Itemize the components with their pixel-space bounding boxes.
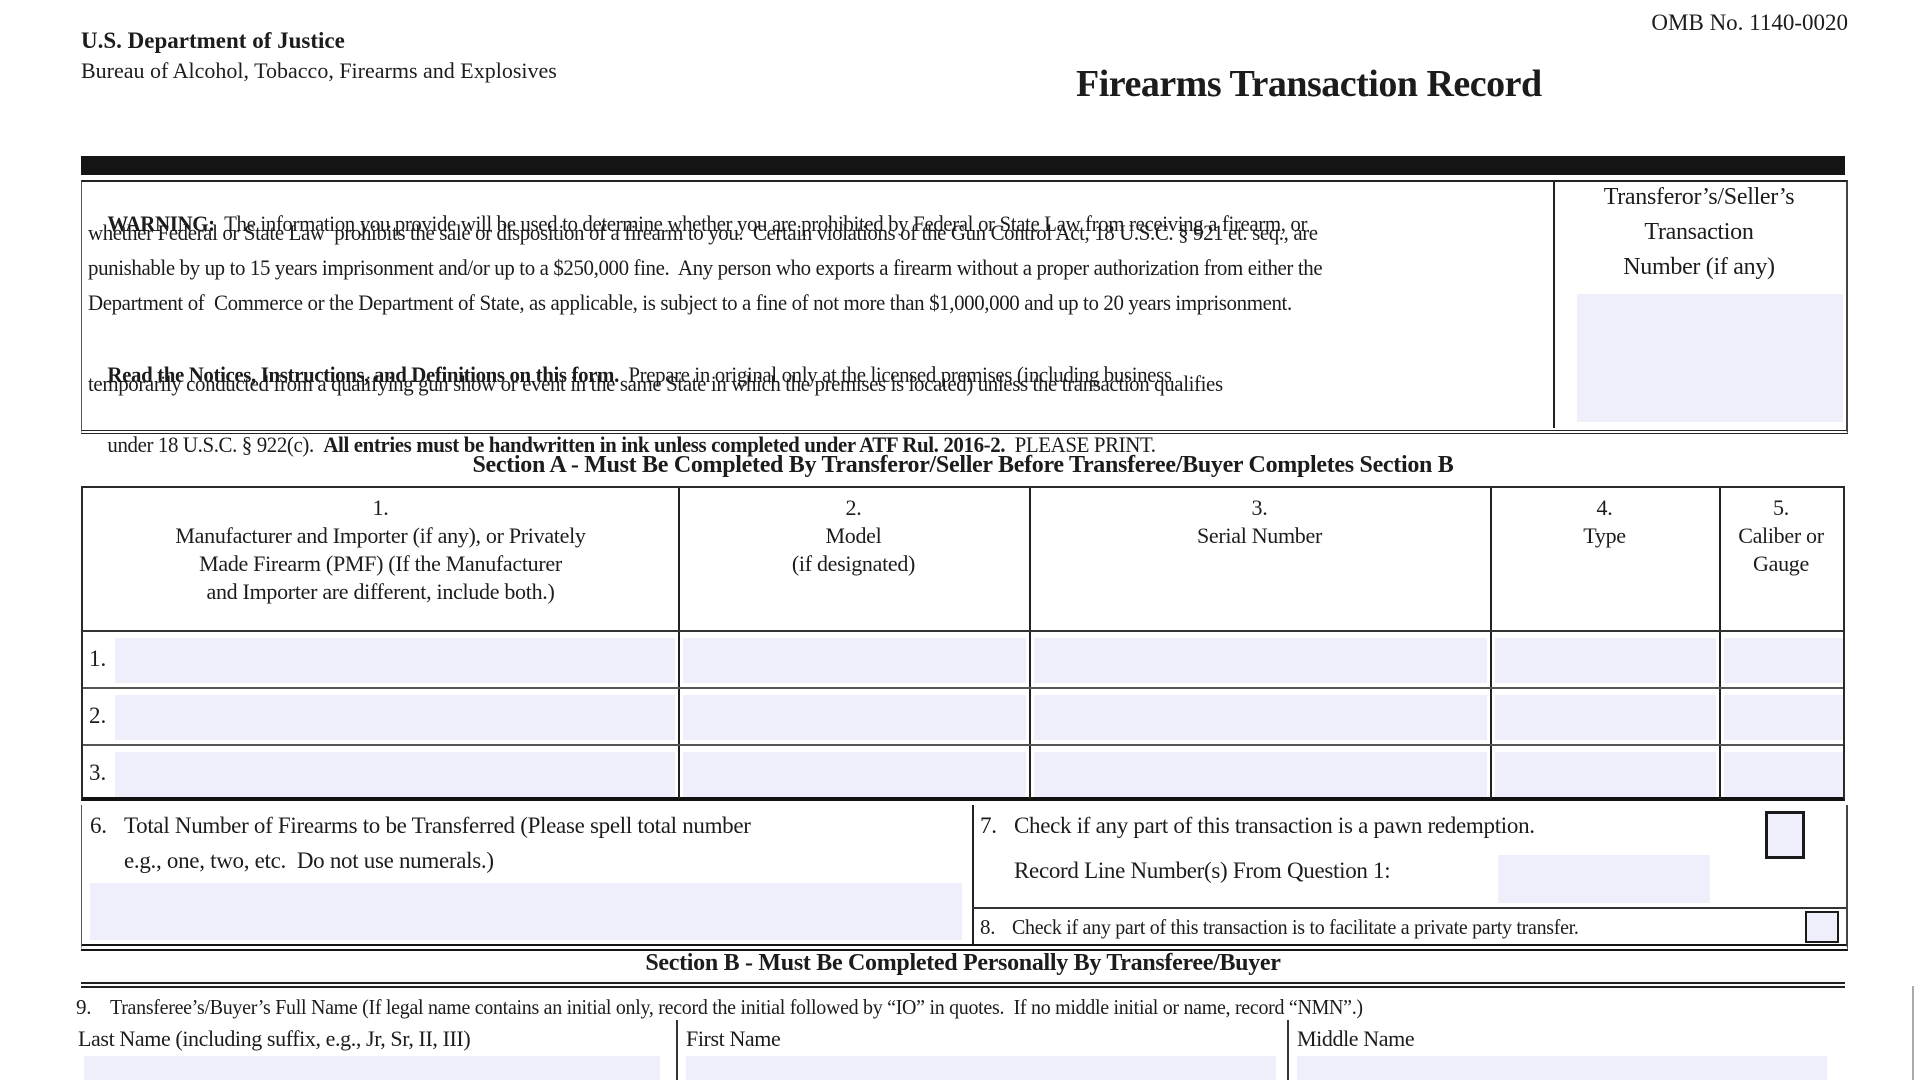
col-header-serial: 3. Serial Number <box>1196 495 1322 548</box>
row-3-serial-field[interactable] <box>1034 752 1487 797</box>
last-name-label: Last Name (including suffix, e.g., Jr, S… <box>78 1026 471 1051</box>
name-divider-1 <box>676 1020 678 1080</box>
transferor-label-line3: Number (if any) <box>1623 254 1775 280</box>
middle-name-label: Middle Name <box>1297 1026 1415 1051</box>
first-name-label: First Name <box>686 1026 781 1051</box>
header-bottom-line <box>83 630 1843 632</box>
total-number-field[interactable] <box>90 883 962 940</box>
transferor-label-line2: Transaction <box>1644 219 1754 245</box>
col-divider-2 <box>1029 488 1031 799</box>
warning-line-1: WARNING: The information you provide will… <box>107 211 1308 236</box>
warning-divider <box>1553 180 1555 428</box>
row-3-manufacturer-field[interactable] <box>115 752 675 797</box>
row-line-2 <box>83 744 1843 746</box>
warning-box <box>81 180 1848 434</box>
row-3-type-field[interactable] <box>1495 752 1716 797</box>
col-header-model: 2. Model (if designated) <box>791 495 916 576</box>
row-1-caliber-field[interactable] <box>1724 638 1843 683</box>
section-b-title: Section B - Must Be Completed Personally… <box>645 950 1281 976</box>
col-header-type: 4. Type <box>1583 495 1626 548</box>
item-6-line-1: Total Number of Firearms to be Transferr… <box>124 813 751 838</box>
warning-label: WARNING: <box>107 211 215 236</box>
first-name-field[interactable] <box>686 1056 1276 1080</box>
row-1-type-field[interactable] <box>1495 638 1716 683</box>
pawn-redemption-checkbox[interactable] <box>1765 811 1805 859</box>
col-divider-1 <box>678 488 680 799</box>
item-6-number: 6. <box>90 813 107 838</box>
row-2-manufacturer-field[interactable] <box>115 695 675 740</box>
warning-line-4: Department of Commerce or the Department… <box>88 290 1292 315</box>
section-b-rule <box>81 982 1845 988</box>
warning-line-3: punishable by up to 15 years imprisonmen… <box>88 255 1323 280</box>
col-divider-3 <box>1490 488 1492 799</box>
notices-line-2: temporarily conducted from a qualifying … <box>88 371 1223 396</box>
agency-bureau: Bureau of Alcohol, Tobacco, Firearms and… <box>81 58 557 83</box>
middle-name-field[interactable] <box>1297 1056 1827 1080</box>
form-title: Firearms Transaction Record <box>1076 63 1542 105</box>
row-2-number: 2. <box>89 703 107 728</box>
row-1-serial-field[interactable] <box>1034 638 1487 683</box>
item-7-8-divider <box>972 907 1846 909</box>
item-8-text: Check if any part of this transaction is… <box>1012 915 1579 939</box>
section-a-title: Section A - Must Be Completed By Transfe… <box>472 452 1454 478</box>
transaction-number-field[interactable] <box>1577 294 1843 422</box>
row-1-model-field[interactable] <box>683 638 1026 683</box>
col-header-caliber: 5. Caliber or Gauge <box>1738 495 1824 576</box>
item-6-line-2: e.g., one, two, etc. Do not use numerals… <box>124 848 494 873</box>
warning-line-2: whether Federal or State Law prohibits t… <box>88 220 1318 245</box>
omb-number: OMB No. 1140-0020 <box>1651 10 1848 35</box>
item-8-number: 8. <box>980 915 996 939</box>
row-line-1 <box>83 687 1843 689</box>
item-6-7-divider <box>972 805 974 944</box>
agency-name: U.S. Department of Justice <box>81 28 345 53</box>
transferor-label-line1: Transferor’s/Seller’s <box>1603 184 1795 210</box>
item-9-text: Transferee’s/Buyer’s Full Name (If legal… <box>110 995 1363 1019</box>
row-1-number: 1. <box>89 646 107 671</box>
items-6-7-8-box: 6. Total Number of Firearms to be Transf… <box>81 805 1848 951</box>
row-2-type-field[interactable] <box>1495 695 1716 740</box>
page-right-edge-line <box>1912 986 1914 1080</box>
row-2-serial-field[interactable] <box>1034 695 1487 740</box>
separator-bar <box>81 156 1845 175</box>
row-2-caliber-field[interactable] <box>1724 695 1843 740</box>
row-2-model-field[interactable] <box>683 695 1026 740</box>
record-line-numbers-field[interactable] <box>1498 855 1710 903</box>
col-divider-4 <box>1719 488 1721 799</box>
notices-line-3: under 18 U.S.C. § 922(c). All entries mus… <box>107 432 1156 457</box>
row-3-model-field[interactable] <box>683 752 1026 797</box>
item-9-number: 9. <box>76 995 92 1019</box>
row-3-caliber-field[interactable] <box>1724 752 1843 797</box>
item-7-number: 7. <box>980 813 997 838</box>
private-party-transfer-checkbox[interactable] <box>1805 911 1839 943</box>
name-divider-2 <box>1287 1020 1289 1080</box>
row-3-number: 3. <box>89 760 107 785</box>
row-1-manufacturer-field[interactable] <box>115 638 675 683</box>
item-7-record-line-label: Record Line Number(s) From Question 1: <box>1014 858 1391 883</box>
col-header-manufacturer: 1. Manufacturer and Importer (if any), o… <box>175 495 586 604</box>
last-name-field[interactable] <box>84 1056 660 1080</box>
firearms-table: 1. Manufacturer and Importer (if any), o… <box>81 486 1845 801</box>
notices-line-1: Read the Notices, Instructions, and Defi… <box>107 362 1172 387</box>
item-7-text: Check if any part of this transaction is… <box>1014 813 1535 838</box>
